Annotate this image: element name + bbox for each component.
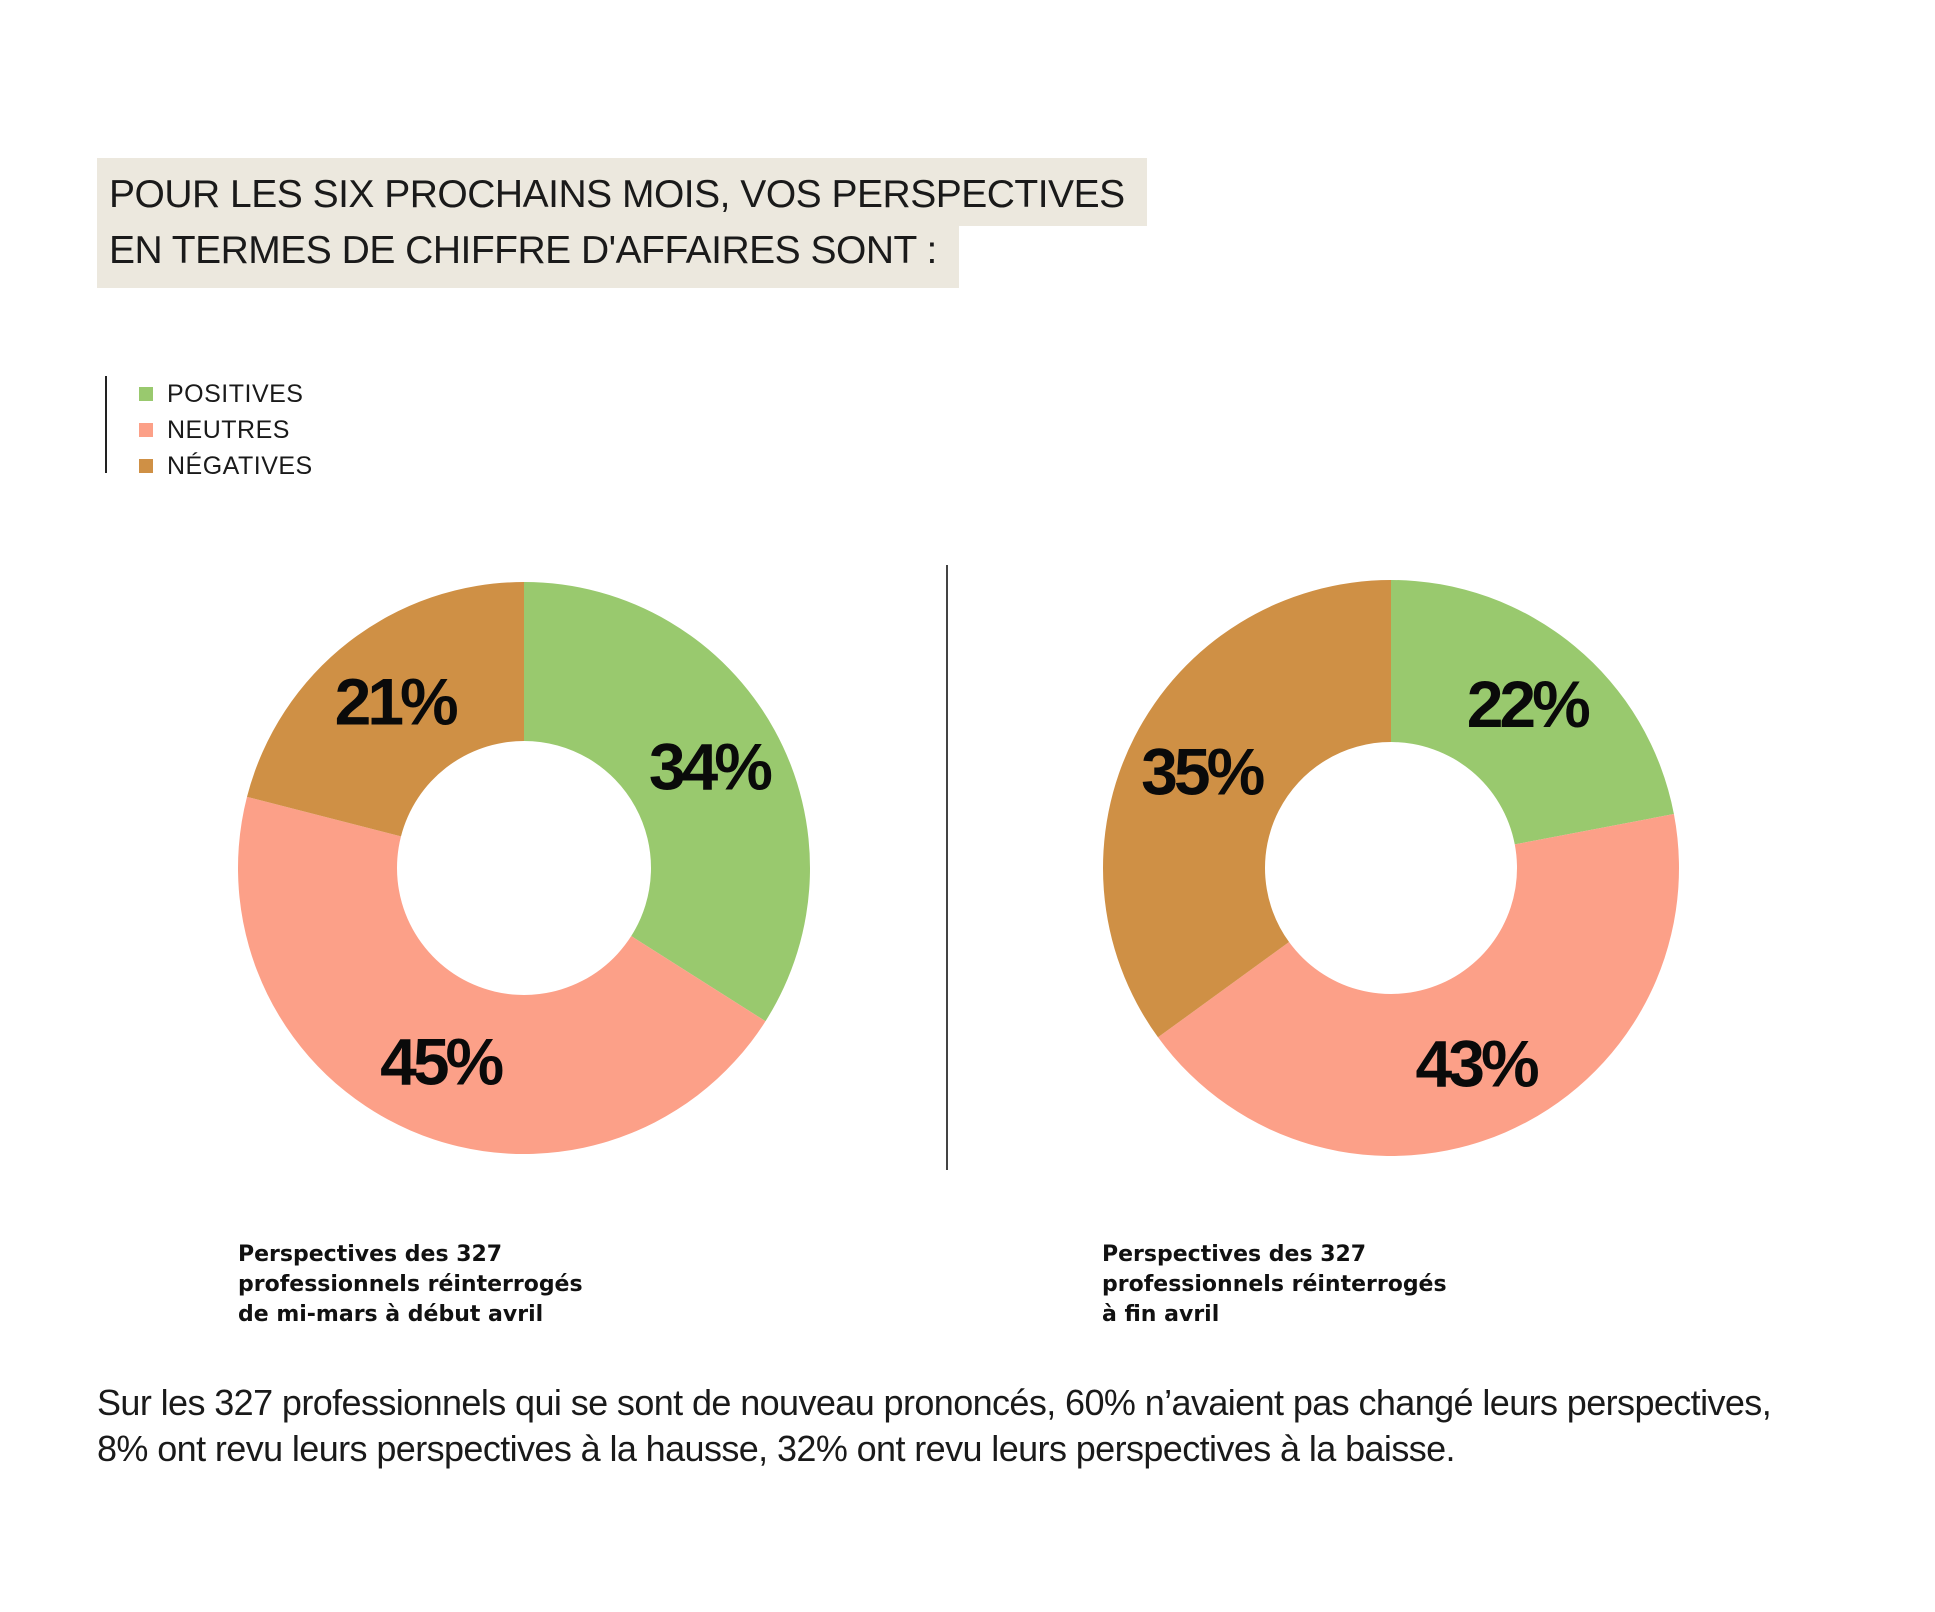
caption-before: Perspectives des 327 professionnels réin… — [238, 1240, 658, 1330]
donut-0-slice-neutres — [238, 796, 766, 1154]
donut-chart-after: 22% 43% 35% — [1103, 580, 1679, 1156]
caption-before-line-2: professionnels réinterrogés — [238, 1272, 583, 1297]
footnote: Sur les 327 professionnels qui se sont d… — [97, 1380, 1897, 1472]
legend-swatch-negatives — [139, 459, 153, 473]
title-line-2: EN TERMES DE CHIFFRE D'AFFAIRES SONT : — [97, 226, 959, 288]
donut-1-slice-negatives — [1103, 580, 1391, 1038]
legend-item-neutres: NEUTRES — [139, 412, 313, 448]
caption-after: Perspectives des 327 professionnels réin… — [1102, 1240, 1522, 1330]
donut-0-label-positives: 34% — [649, 729, 771, 803]
caption-before-line-3: de mi-mars à début avril — [238, 1302, 544, 1327]
donut-1-label-negatives: 35% — [1141, 734, 1263, 808]
legend-label-positives: POSITIVES — [167, 379, 304, 408]
legend: POSITIVES NEUTRES NÉGATIVES — [105, 376, 313, 480]
donut-0-label-neutres: 45% — [380, 1025, 502, 1099]
donut-1-label-neutres: 43% — [1416, 1026, 1538, 1100]
donut-0-slice-negatives — [246, 582, 524, 837]
donut-1-slice-neutres — [1158, 814, 1679, 1156]
legend-label-negatives: NÉGATIVES — [167, 451, 313, 480]
caption-after-line-1: Perspectives des 327 — [1102, 1242, 1367, 1267]
legend-swatch-positives — [139, 387, 153, 401]
legend-item-positives: POSITIVES — [139, 376, 313, 412]
title-line-1: POUR LES SIX PROCHAINS MOIS, VOS PERSPEC… — [97, 158, 1147, 226]
legend-swatch-neutres — [139, 423, 153, 437]
donut-0-label-negatives: 21% — [335, 664, 457, 738]
legend-item-negatives: NÉGATIVES — [139, 448, 313, 484]
caption-after-line-2: professionnels réinterrogés — [1102, 1272, 1447, 1297]
donut-0-slice-positives — [524, 582, 810, 1022]
caption-before-line-1: Perspectives des 327 — [238, 1242, 503, 1267]
chart-title: POUR LES SIX PROCHAINS MOIS, VOS PERSPEC… — [97, 158, 1147, 288]
donut-1-slice-positives — [1391, 580, 1674, 845]
footnote-line-1: Sur les 327 professionnels qui se sont d… — [97, 1382, 1772, 1423]
donut-1-label-positives: 22% — [1467, 667, 1589, 741]
chart-divider — [946, 565, 948, 1170]
legend-label-neutres: NEUTRES — [167, 415, 290, 444]
footnote-line-2: 8% ont revu leurs perspectives à la haus… — [97, 1428, 1456, 1469]
caption-after-line-3: à fin avril — [1102, 1302, 1220, 1327]
donut-chart-before: 34% 45% 21% — [238, 582, 810, 1154]
